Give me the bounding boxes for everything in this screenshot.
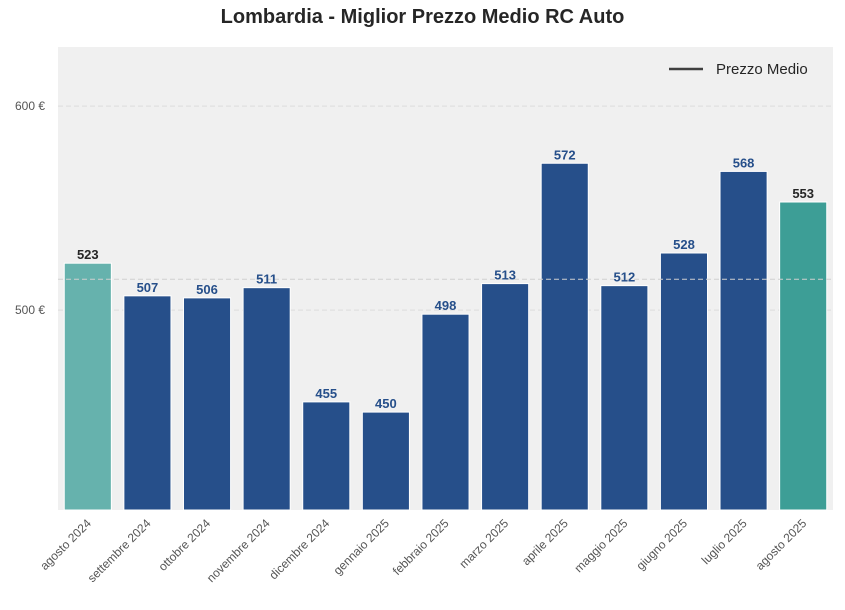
y-tick-label: 600 € xyxy=(15,99,45,113)
bar xyxy=(63,262,112,511)
bar xyxy=(719,170,768,511)
bar xyxy=(421,313,470,511)
x-tick-label: giugno 2025 xyxy=(633,516,690,573)
bar-value-label: 507 xyxy=(137,280,159,295)
bar xyxy=(659,252,709,511)
chart-title: Lombardia - Miglior Prezzo Medio RC Auto xyxy=(220,6,625,28)
x-tick-label: marzo 2025 xyxy=(457,516,512,571)
bar-value-label: 553 xyxy=(792,186,814,201)
bar-value-label: 572 xyxy=(554,147,576,162)
x-tick-label: agosto 2024 xyxy=(37,516,94,573)
x-tick-label: gennaio 2025 xyxy=(331,516,393,578)
x-tick-label: maggio 2025 xyxy=(572,516,631,575)
x-tick-label: agosto 2025 xyxy=(753,516,810,573)
legend-label: Prezzo Medio xyxy=(716,61,808,78)
x-tick-label: febbraio 2025 xyxy=(390,516,452,578)
bar-value-label: 512 xyxy=(613,270,635,285)
x-tick-label: luglio 2025 xyxy=(699,516,750,567)
bar-value-label: 523 xyxy=(77,247,99,262)
bar xyxy=(481,283,530,511)
x-tick-label: aprile 2025 xyxy=(519,516,571,568)
x-tick-label: ottobre 2024 xyxy=(156,516,214,574)
bar-value-label: 455 xyxy=(315,386,337,401)
bar xyxy=(182,297,232,511)
x-tick-label: settembre 2024 xyxy=(85,516,154,585)
bar xyxy=(600,285,649,511)
bar-value-label: 506 xyxy=(196,282,218,297)
bar xyxy=(242,287,291,511)
bar-value-label: 568 xyxy=(733,155,755,170)
bar xyxy=(302,401,351,511)
bar-value-label: 498 xyxy=(435,298,457,313)
bar-value-label: 528 xyxy=(673,237,695,252)
x-tick-label: dicembre 2024 xyxy=(266,516,332,582)
bar-value-label: 513 xyxy=(494,268,516,283)
bar-value-label: 511 xyxy=(256,272,277,287)
bar xyxy=(779,201,828,511)
x-tick-label: novembre 2024 xyxy=(204,516,273,585)
bar xyxy=(361,411,410,511)
bar xyxy=(540,162,589,511)
bar-value-label: 450 xyxy=(375,396,397,411)
bar xyxy=(123,295,172,511)
y-tick-label: 500 € xyxy=(15,303,45,317)
